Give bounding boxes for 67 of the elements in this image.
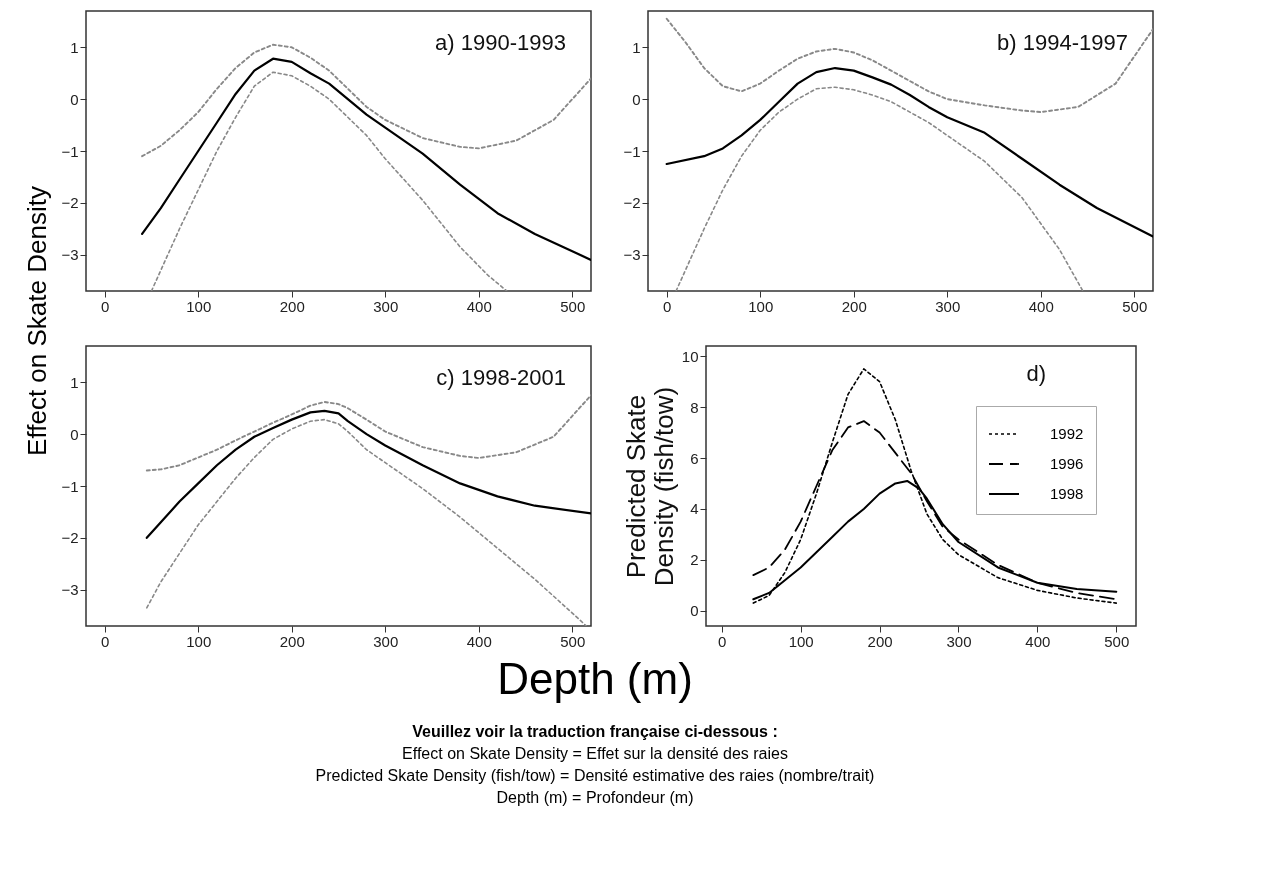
line-series bbox=[665, 66, 1153, 238]
y-tick-label: 0 bbox=[632, 90, 641, 108]
line-series bbox=[675, 86, 1084, 291]
x-tick-label: 0 bbox=[101, 632, 110, 650]
x-tick-label: 100 bbox=[186, 632, 212, 650]
x-tick-label: 400 bbox=[1028, 297, 1054, 315]
x-tick-label: 100 bbox=[186, 297, 212, 315]
x-tick-label: 400 bbox=[466, 297, 492, 315]
text: b) 1994-1997 bbox=[997, 30, 1128, 55]
y-tick-label: −3 bbox=[61, 581, 79, 599]
x-tick-label: 0 bbox=[101, 297, 110, 315]
y-axis-title: Predicted Skate Density (fish/tow) bbox=[620, 386, 679, 587]
y-tick-label: 6 bbox=[690, 449, 699, 467]
x-tick-label: 300 bbox=[373, 297, 399, 315]
y-tick-label: 1 bbox=[70, 373, 79, 391]
x-tick-label: 0 bbox=[718, 632, 727, 650]
y-tick-label: 1 bbox=[632, 38, 641, 56]
y-tick-label: −3 bbox=[623, 246, 641, 264]
x-tick-label: 100 bbox=[748, 297, 774, 315]
y-tick-label: 0 bbox=[70, 90, 79, 108]
x-tick-label: 300 bbox=[373, 632, 399, 650]
text: Veuillez voir la traduction française ci-dessous : bbox=[412, 723, 778, 740]
y-tick-label: 2 bbox=[690, 551, 699, 569]
text: Predicted Skate Density (fish/tow) = Densité estimative des raies (nombre/trait) bbox=[315, 767, 875, 784]
line-series bbox=[145, 418, 588, 626]
y-tick-label: −3 bbox=[61, 246, 79, 264]
x-tick-label: 100 bbox=[788, 632, 814, 650]
text: Effect on Skate Density = Effet sur la densité des raies bbox=[402, 745, 788, 762]
text: d) bbox=[1026, 361, 1046, 386]
y-tick-label: −2 bbox=[61, 529, 79, 547]
legend-label: 1996 bbox=[1050, 455, 1084, 472]
x-tick-label: 500 bbox=[1122, 297, 1148, 315]
y-tick-label: 4 bbox=[690, 500, 699, 518]
x-tick-label: 300 bbox=[946, 632, 972, 650]
y-tick-label: −2 bbox=[61, 194, 79, 212]
x-tick-label: 200 bbox=[279, 632, 305, 650]
y-tick-label: −1 bbox=[61, 477, 79, 495]
y-tick-label: 0 bbox=[70, 425, 79, 443]
x-tick-label: 300 bbox=[935, 297, 961, 315]
line-series bbox=[150, 71, 508, 291]
x-tick-label: 500 bbox=[560, 297, 586, 315]
y-tick-label: −1 bbox=[61, 142, 79, 160]
text: Depth (m) = Profondeur (m) bbox=[496, 789, 694, 806]
legend-label: 1998 bbox=[1050, 485, 1084, 502]
x-tick-label: 200 bbox=[279, 297, 305, 315]
x-axis-title: Depth (m) bbox=[497, 654, 693, 703]
x-tick-label: 500 bbox=[560, 632, 586, 650]
y-axis-title: Effect on Skate Density bbox=[22, 186, 52, 456]
legend-label: 1992 bbox=[1050, 425, 1084, 442]
x-tick-label: 0 bbox=[663, 297, 672, 315]
line-series bbox=[145, 394, 591, 472]
line-series bbox=[665, 17, 1153, 114]
y-tick-label: 0 bbox=[690, 602, 699, 620]
text: a) 1990-1993 bbox=[435, 30, 566, 55]
x-tick-label: 500 bbox=[1104, 632, 1130, 650]
text: c) 1998-2001 bbox=[436, 365, 566, 390]
x-tick-label: 400 bbox=[1025, 632, 1051, 650]
x-tick-label: 200 bbox=[841, 297, 867, 315]
y-tick-label: 1 bbox=[70, 38, 79, 56]
x-tick-label: 400 bbox=[466, 632, 492, 650]
y-tick-label: −1 bbox=[623, 142, 641, 160]
y-tick-label: 8 bbox=[690, 398, 699, 416]
y-tick-label: −2 bbox=[623, 194, 641, 212]
y-tick-label: 10 bbox=[681, 347, 699, 365]
line-series bbox=[145, 409, 591, 539]
line-series bbox=[141, 57, 591, 261]
x-tick-label: 200 bbox=[867, 632, 893, 650]
